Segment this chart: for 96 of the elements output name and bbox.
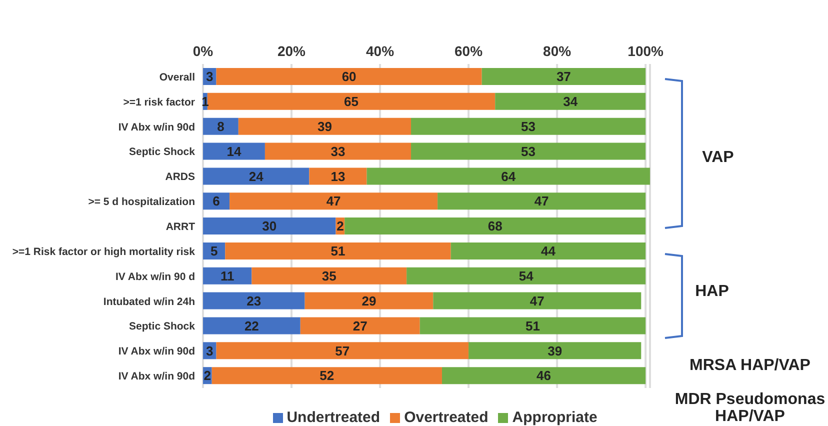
x-tick-label: 0% (192, 43, 214, 59)
x-tick-label: 20% (278, 43, 306, 59)
data-label: 44 (540, 244, 556, 259)
x-tick-label: 80% (543, 43, 572, 59)
data-label: 64 (501, 168, 516, 184)
data-label: 65 (344, 94, 358, 110)
data-label: 57 (335, 343, 350, 358)
bar (495, 92, 646, 110)
data-label: 35 (322, 268, 336, 284)
x-tick-label: 40% (366, 43, 395, 59)
data-label: 54 (518, 268, 534, 284)
data-label: 33 (330, 144, 346, 159)
bar (207, 92, 496, 110)
data-label: 47 (326, 194, 341, 209)
data-label: 52 (320, 368, 334, 384)
y-tick-label: ARRT (166, 221, 196, 233)
data-label: 29 (362, 293, 376, 308)
data-label: 2 (204, 368, 212, 384)
x-tick-label: 60% (454, 43, 484, 59)
data-label: 11 (220, 268, 234, 284)
data-label: 30 (262, 218, 277, 234)
bar (406, 267, 646, 284)
bar (230, 192, 438, 210)
data-label: 5 (210, 244, 218, 259)
data-label: 34 (563, 94, 578, 110)
bar (366, 168, 650, 185)
bar (344, 218, 646, 235)
bar (216, 342, 469, 360)
data-label: 60 (342, 69, 356, 84)
bar (203, 267, 252, 284)
bar (203, 218, 336, 235)
data-label: 3 (206, 343, 214, 358)
y-tick-label: IV Abx w/in 90d (118, 346, 195, 358)
bar (450, 242, 646, 260)
data-label: 3 (206, 69, 214, 84)
data-label: 53 (521, 144, 536, 159)
data-label: 51 (330, 244, 346, 259)
text: MRSA HAP/VAP (688, 356, 812, 376)
text: MDR Pseudomonas HAP/VAP (674, 390, 826, 426)
bar (442, 367, 646, 384)
data-label: 47 (534, 194, 549, 209)
data-label: 14 (226, 144, 242, 159)
bar (203, 168, 310, 185)
bar (433, 292, 642, 310)
y-tick-label: Overall (159, 71, 196, 84)
bar (212, 367, 442, 384)
bar (203, 142, 265, 160)
bar (264, 142, 412, 160)
bar (216, 68, 482, 85)
data-label: 46 (536, 368, 552, 384)
bar (203, 118, 238, 135)
y-tick-label: ARDS (165, 171, 195, 184)
bar (411, 118, 646, 135)
legend-label: Overtreated (404, 409, 488, 426)
bar (482, 68, 646, 85)
bar (203, 317, 300, 334)
bar (468, 342, 642, 360)
data-label: 68 (488, 218, 502, 234)
data-label: 39 (317, 118, 332, 134)
y-tick-label: IV Abx w/in 90d (118, 370, 195, 383)
data-label: 23 (246, 293, 262, 308)
y-tick-label: Septic Shock (129, 320, 196, 333)
legend-label: Appropriate (512, 409, 598, 426)
data-label: 13 (330, 168, 346, 184)
bar (411, 142, 646, 160)
bar (304, 292, 434, 310)
y-tick-label: Septic Shock (129, 146, 196, 158)
data-label: 53 (521, 118, 536, 134)
data-label: 6 (212, 194, 220, 209)
text: VAP (701, 148, 735, 168)
data-label: 8 (217, 118, 224, 134)
y-tick-label: Intubated w/in 24h (103, 296, 195, 308)
data-label: 27 (352, 318, 368, 334)
data-label: 47 (530, 293, 544, 308)
data-label: 22 (244, 318, 259, 334)
data-label: 39 (548, 343, 562, 358)
y-tick-label: IV Abx w/in 90 d (115, 270, 195, 283)
bar (438, 192, 646, 210)
y-tick-label: >=1 Risk factor or high mortality risk (12, 246, 196, 258)
data-label: 51 (525, 318, 540, 334)
bar (225, 242, 451, 260)
data-label: 24 (248, 168, 264, 184)
data-label: 2 (336, 218, 344, 234)
bar (203, 292, 305, 310)
y-tick-label: >=1 risk factor (123, 96, 195, 108)
x-tick-label: 100% (628, 43, 664, 59)
y-tick-label: IV Abx w/in 90d (118, 121, 195, 134)
data-label: 37 (556, 69, 571, 84)
text: HAP (694, 282, 730, 302)
bar (252, 267, 407, 284)
legend-label: Undertreated (286, 409, 380, 426)
bar (238, 118, 412, 135)
bar (309, 168, 367, 185)
bar (420, 317, 646, 334)
bar (300, 317, 420, 334)
y-tick-label: >= 5 d hospitalization (88, 196, 195, 208)
